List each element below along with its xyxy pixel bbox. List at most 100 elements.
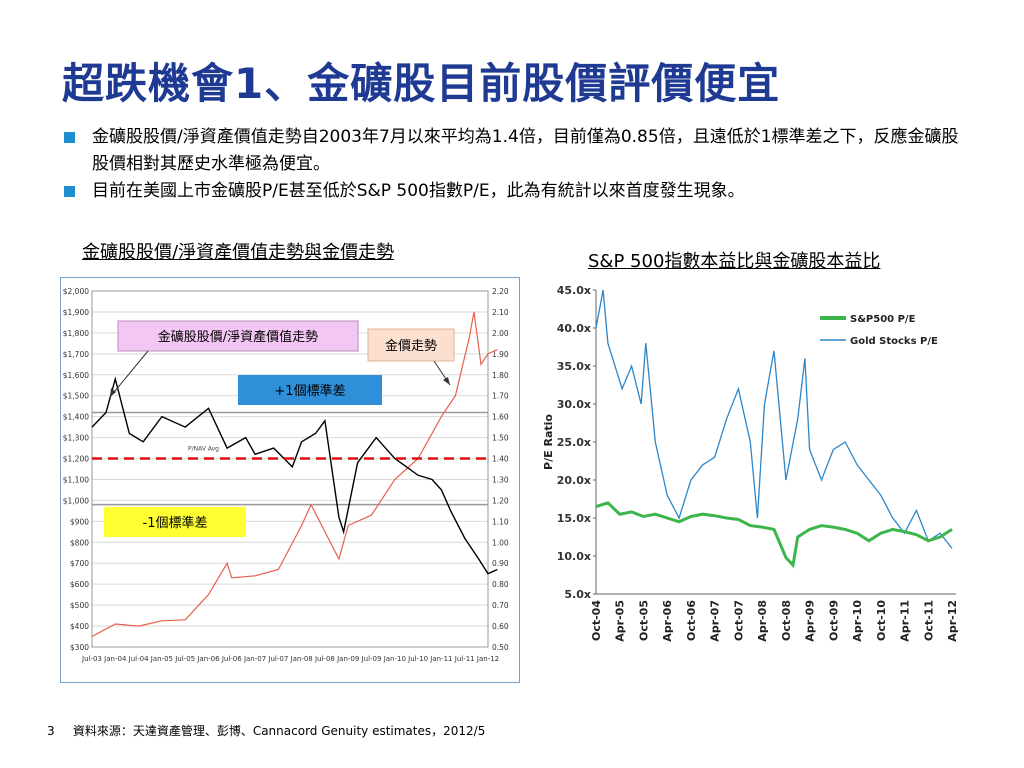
x-tick-label: Jan-08	[290, 655, 313, 663]
y-tick-label: 20.0x	[557, 474, 591, 487]
left-tick-label: $1,600	[63, 371, 89, 380]
x-tick-label: Jan-11	[429, 655, 452, 663]
left-tick-label: $400	[70, 622, 89, 631]
y-tick-label: 45.0x	[557, 284, 591, 297]
x-tick-label: Jul-11	[454, 655, 475, 663]
x-tick-label: Apr-09	[804, 600, 817, 642]
x-tick-label: Jan-04	[103, 655, 127, 663]
left-tick-label: $1,500	[63, 392, 89, 401]
x-tick-label: Apr-07	[709, 600, 722, 642]
x-tick-label: Oct-05	[637, 600, 650, 641]
right-tick-label: 1.30	[492, 475, 509, 484]
right-tick-label: 1.10	[492, 517, 509, 526]
left-tick-label: $1,900	[63, 308, 89, 317]
left-tick-label: $1,200	[63, 455, 89, 464]
y-axis-title: P/E Ratio	[542, 414, 555, 470]
right-tick-label: 1.80	[492, 371, 509, 380]
left-chart-caption: 金礦股股價/淨資產價值走勢與金價走勢	[82, 242, 395, 263]
x-tick-label: Oct-08	[780, 600, 793, 641]
x-tick-label: Oct-09	[827, 600, 840, 641]
x-tick-label: Apr-11	[899, 600, 912, 642]
pnav-annotation-label: 金礦股股價/淨資產價值走勢	[158, 329, 318, 345]
right-tick-label: 1.60	[492, 413, 509, 422]
right-tick-label: 1.00	[492, 538, 509, 547]
right-tick-label: 0.90	[492, 559, 509, 568]
left-tick-label: $1,000	[63, 496, 89, 505]
left-tick-label: $500	[70, 601, 89, 610]
bullet-list: 金礦股股價/淨資產價值走勢自2003年7月以來平均為1.4倍，目前僅為0.85倍…	[62, 124, 967, 205]
gold-annotation-arrowhead	[443, 377, 450, 385]
x-tick-label: Jan-09	[336, 655, 359, 663]
left-tick-label: $1,100	[63, 475, 89, 484]
x-tick-label: Jan-05	[150, 655, 173, 663]
right-tick-label: 0.50	[492, 643, 509, 652]
left-tick-label: $1,300	[63, 434, 89, 443]
source-note: 資料來源：天達資產管理、彭博、Cannacord Genuity estimat…	[72, 724, 486, 738]
x-tick-label: Jul-06	[221, 655, 242, 663]
y-tick-label: 5.0x	[564, 588, 591, 601]
bullet-item: 金礦股股價/淨資產價值走勢自2003年7月以來平均為1.4倍，目前僅為0.85倍…	[62, 124, 967, 178]
right-chart-caption: S&P 500指數本益比與金礦股本益比	[588, 251, 881, 272]
pnav-line	[91, 376, 498, 575]
minus-1sd-box	[104, 507, 246, 537]
x-tick-label: Oct-07	[732, 600, 745, 641]
x-tick-label: Jan-10	[383, 655, 406, 663]
right-tick-label: 2.00	[492, 329, 509, 338]
y-tick-label: 25.0x	[557, 436, 591, 449]
plot-border	[91, 290, 489, 648]
right-tick-label: 1.70	[492, 392, 509, 401]
y-tick-label: 30.0x	[557, 398, 591, 411]
right-tick-label: 0.80	[492, 580, 509, 589]
y-tick-label: 10.0x	[557, 550, 591, 563]
x-tick-label: Jan-07	[243, 655, 266, 663]
left-tick-label: $1,700	[63, 350, 89, 359]
gold-price-line	[91, 311, 498, 638]
y-tick-label: 40.0x	[557, 322, 591, 335]
right-tick-label: 0.60	[492, 622, 509, 631]
gold-stocks-pe-line	[595, 289, 953, 549]
x-tick-label: Apr-10	[851, 600, 864, 642]
left-tick-label: $900	[70, 517, 89, 526]
left-tick-label: $2,000	[63, 287, 89, 296]
left-tick-label: $700	[70, 559, 89, 568]
y-tick-label: 35.0x	[557, 360, 591, 373]
x-tick-label: Jan-12	[476, 655, 499, 663]
pnav-annotation-arrowhead	[110, 388, 116, 397]
pe-ratio-chart: 45.0x 40.0x 35.0x 30.0x 25.0x 20.0x 15.0x 10.0x…	[542, 284, 958, 642]
mean-line-label: P/NAV Avg	[188, 446, 219, 453]
right-tick-label: 1.20	[492, 496, 509, 505]
pnav-annotation-box	[117, 320, 359, 352]
page-title: 超跌機會1、金礦股目前股價評價便宜	[62, 59, 781, 108]
x-tick-label: Apr-12	[946, 600, 958, 642]
x-tick-label: Jul-07	[267, 655, 288, 663]
x-tick-label: Oct-06	[685, 600, 698, 641]
x-tick-label: Oct-11	[922, 600, 935, 641]
left-tick-label: $600	[70, 580, 89, 589]
right-tick-label: 1.40	[492, 455, 509, 464]
x-tick-label: Jul-10	[407, 655, 428, 663]
x-tick-label: Apr-08	[756, 600, 769, 642]
y-tick-label: 15.0x	[557, 512, 591, 525]
x-tick-label: Oct-04	[590, 600, 603, 641]
x-tick-label: Jul-03	[81, 655, 102, 663]
plus-1sd-box	[238, 375, 382, 405]
bullet-item: 目前在美國上市金礦股P/E甚至低於S&P 500指數P/E，此為有統計以來首度發…	[62, 178, 967, 205]
x-tick-label: Jan-06	[196, 655, 220, 663]
legend-label-sp500: S&P500 P/E	[850, 314, 916, 325]
footer: 3 資料來源：天達資產管理、彭博、Cannacord Genuity estim…	[47, 722, 485, 739]
right-tick-label: 0.70	[492, 601, 509, 610]
right-tick-label: 2.10	[492, 308, 509, 317]
right-tick-label: 2.20	[492, 287, 509, 296]
x-tick-label: Jul-04	[128, 655, 149, 663]
left-tick-label: $1,800	[63, 329, 89, 338]
left-tick-label: $300	[70, 643, 89, 652]
minus-1sd-label: -1個標準差	[143, 515, 208, 531]
left-tick-label: $800	[70, 538, 89, 547]
legend-label-gold: Gold Stocks P/E	[850, 336, 938, 347]
sp500-pe-line	[595, 501, 953, 569]
page-number: 3	[47, 724, 55, 738]
x-tick-label: Oct-10	[875, 600, 888, 641]
x-tick-label: Jul-09	[361, 655, 382, 663]
gold-annotation-label: 金價走勢	[385, 338, 437, 354]
plus-1sd-label: +1個標準差	[274, 383, 345, 399]
